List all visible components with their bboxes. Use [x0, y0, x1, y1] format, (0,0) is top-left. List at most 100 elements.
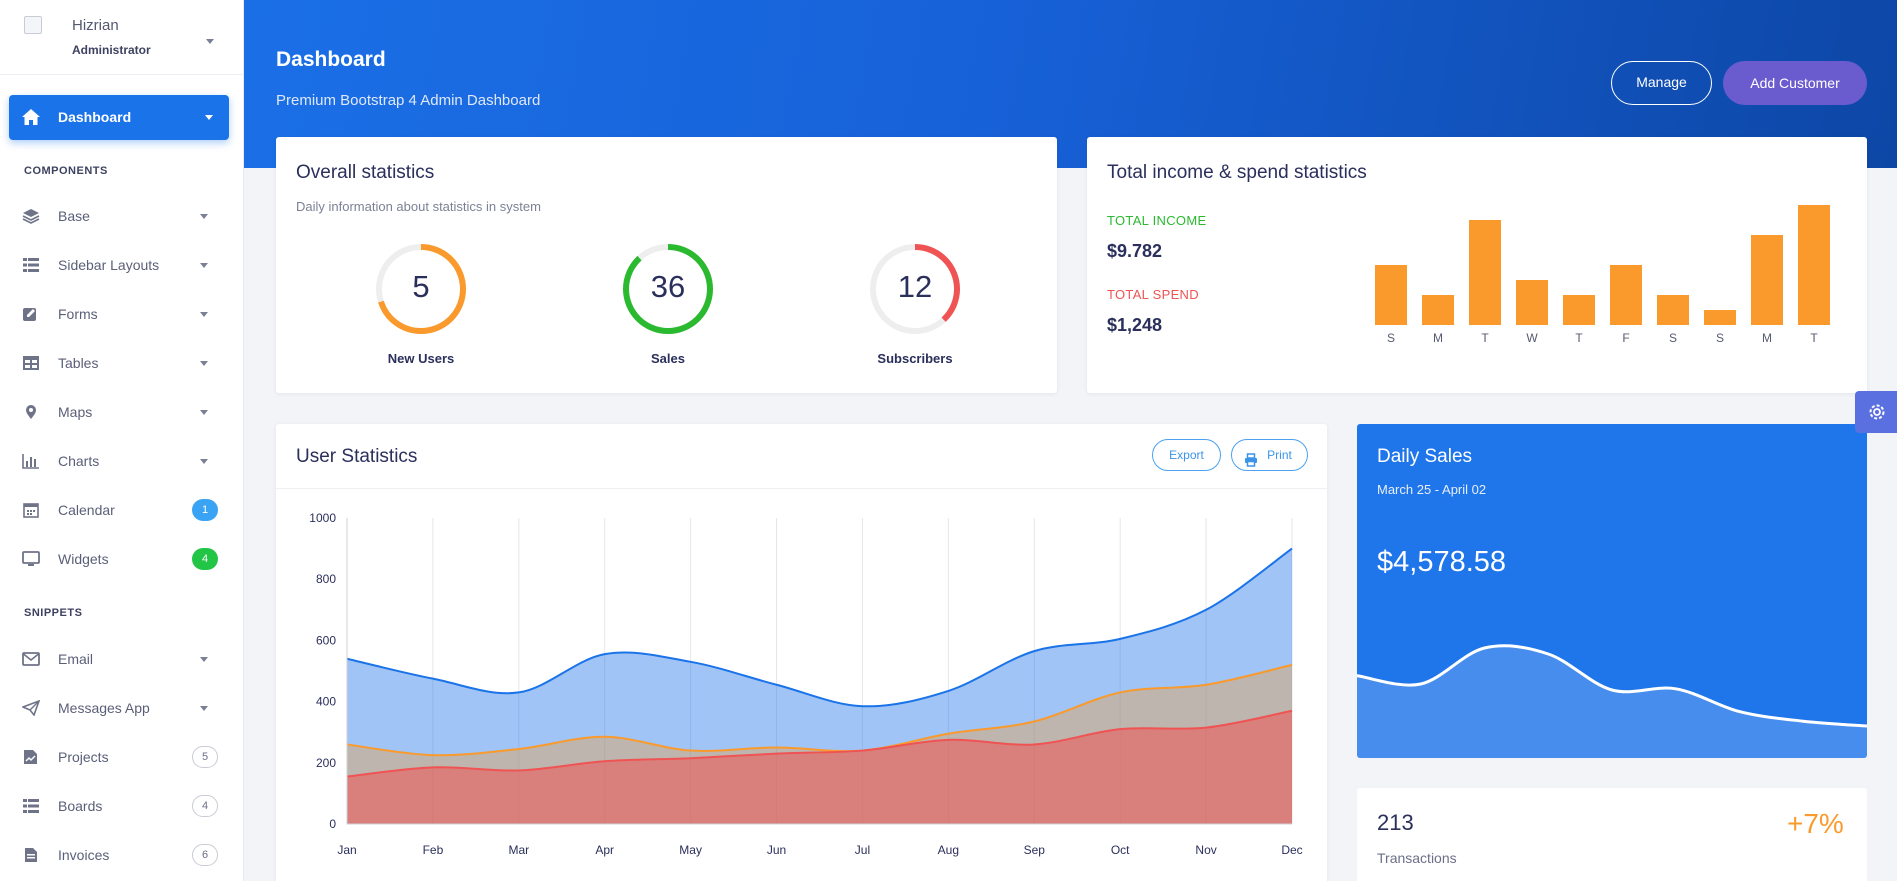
sidebar-item-widgets[interactable]: Widgets 4 [0, 539, 243, 579]
page-title: Dashboard [276, 48, 386, 71]
stat-sales: 36 Sales [613, 241, 723, 366]
table-icon [22, 355, 42, 371]
page-subtitle: Premium Bootstrap 4 Admin Dashboard [276, 92, 541, 109]
x-tick-label: Jan [337, 843, 356, 857]
calendar-icon [22, 502, 42, 518]
stat-value: 36 [650, 269, 686, 304]
sidebar-item-messages-app[interactable]: Messages App [0, 688, 243, 728]
bar-label: M [1762, 331, 1772, 345]
print-label: Print [1267, 448, 1292, 462]
user-profile[interactable]: Hizrian Administrator [0, 0, 243, 75]
stat-label: Sales [651, 351, 685, 366]
sidebar-item-tables[interactable]: Tables [0, 343, 243, 383]
bar-label: F [1622, 331, 1629, 345]
x-tick-label: Apr [595, 843, 614, 857]
sidebar-item-maps[interactable]: Maps [0, 392, 243, 432]
bar [1563, 295, 1595, 325]
sidebar-item-forms[interactable]: Forms [0, 294, 243, 334]
sidebar-item-email[interactable]: Email [0, 639, 243, 679]
count-badge: 4 [192, 795, 218, 817]
chevron-down-icon [200, 361, 208, 366]
count-badge: 6 [192, 844, 218, 866]
y-tick-label: 1000 [309, 511, 336, 525]
sidebar-item-label: Widgets [58, 551, 109, 567]
progress-arc [870, 244, 960, 334]
sidebar-item-dashboard[interactable]: Dashboard [9, 95, 229, 140]
daily-sales-chart [1357, 644, 1867, 758]
sidebar-item-label: Email [58, 651, 94, 667]
x-tick-label: Aug [938, 843, 959, 857]
bar [1798, 205, 1830, 325]
chevron-down-icon [200, 312, 208, 317]
bar [1375, 265, 1407, 325]
bar [1516, 280, 1548, 325]
print-button[interactable]: Print [1231, 439, 1308, 471]
y-tick-label: 400 [316, 695, 336, 709]
map-pin-icon [22, 404, 42, 420]
axis-line [346, 518, 1292, 825]
bar-chart-icon [22, 453, 42, 469]
bar-label: S [1716, 331, 1724, 345]
envelope-icon [22, 651, 42, 667]
sidebar-item-sidebar-layouts[interactable]: Sidebar Layouts [0, 245, 243, 285]
transactions-label: Transactions [1377, 850, 1457, 866]
sidebar-item-calendar[interactable]: Calendar 1 [0, 490, 243, 530]
card-title: User Statistics [296, 446, 418, 467]
sidebar-item-label: Messages App [58, 700, 150, 716]
sidebar-item-label: Forms [58, 306, 98, 322]
x-tick-label: Nov [1195, 843, 1216, 857]
bar [1422, 295, 1454, 325]
user-statistics-chart: 0 200 400 600 800 1000 Jan Feb Mar Apr May Jun Jul Au… [309, 511, 1302, 857]
paper-plane-icon [20, 699, 42, 717]
total-income-value: $9.782 [1107, 241, 1163, 261]
sidebar-item-invoices[interactable]: Invoices 6 [0, 835, 243, 875]
series-line [346, 547, 1293, 708]
bar-label: W [1526, 331, 1538, 345]
sidebar-item-label: Projects [58, 749, 109, 765]
bar-label: S [1387, 331, 1395, 345]
count-badge: 1 [192, 499, 218, 521]
y-tick-label: 800 [316, 572, 336, 586]
chevron-down-icon [200, 263, 208, 268]
add-customer-button[interactable]: Add Customer [1723, 61, 1867, 105]
bar [1610, 265, 1642, 325]
stat-label: Subscribers [877, 351, 953, 366]
list-icon [22, 798, 42, 814]
sidebar-item-label: Dashboard [58, 109, 132, 125]
user-statistics-card: User Statistics Export Print 0 200 400 600 8… [276, 424, 1327, 881]
sparkline-line [1357, 644, 1867, 728]
bar [1751, 235, 1783, 325]
income-spend-card: Total income & spend statistics TOTAL IN… [1087, 137, 1867, 393]
sidebar-item-charts[interactable]: Charts [0, 441, 243, 481]
sidebar-item-boards[interactable]: Boards 4 [0, 786, 243, 826]
card-subtitle: Daily information about statistics in sy… [296, 199, 541, 214]
y-tick-label: 200 [316, 756, 336, 770]
series-line [346, 663, 1293, 757]
sidebar-item-label: Base [58, 208, 90, 224]
count-badge: 4 [192, 548, 218, 570]
sidebar: Hizrian Administrator Dashboard COMPONEN… [0, 0, 244, 881]
export-button[interactable]: Export [1152, 439, 1221, 471]
section-title-components: COMPONENTS [24, 165, 108, 177]
total-spend-label: TOTAL SPEND [1107, 287, 1199, 302]
chevron-down-icon[interactable] [206, 31, 214, 49]
gear-icon [1867, 402, 1887, 427]
bar-label: S [1669, 331, 1677, 345]
date-range: March 25 - April 02 [1377, 482, 1487, 497]
manage-button[interactable]: Manage [1611, 61, 1712, 105]
y-tick-label: 0 [329, 817, 336, 831]
section-title-snippets: SNIPPETS [24, 607, 83, 619]
settings-toggle[interactable] [1855, 391, 1897, 433]
x-tick-label: Dec [1281, 843, 1302, 857]
x-tick-label: Feb [423, 843, 444, 857]
stat-value: 12 [897, 269, 933, 304]
series-line [346, 709, 1293, 778]
y-tick-label: 600 [316, 633, 336, 647]
card-title: Overall statistics [296, 162, 435, 183]
overall-statistics-card: Overall statistics Daily information abo… [276, 137, 1057, 393]
progress-arc [623, 244, 713, 334]
sidebar-item-base[interactable]: Base [0, 196, 243, 236]
sidebar-item-projects[interactable]: Projects 5 [0, 737, 243, 777]
pencil-square-icon [22, 306, 42, 322]
